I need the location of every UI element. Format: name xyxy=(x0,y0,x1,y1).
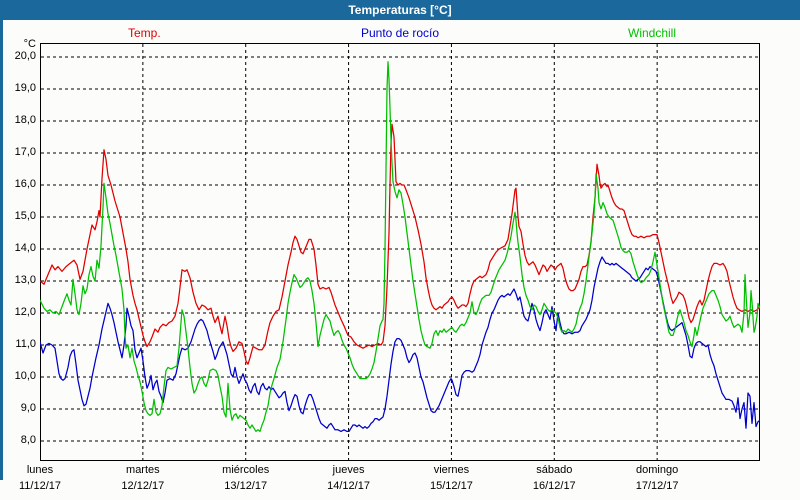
y-tick-label: 10,0 xyxy=(14,370,36,382)
window-border-bottom xyxy=(0,0,800,4)
window-border-right xyxy=(0,0,3,480)
day-date-label: 16/12/17 xyxy=(532,480,576,492)
y-tick-label: 9,0 xyxy=(20,402,36,414)
day-date-label: 11/12/17 xyxy=(18,480,61,492)
day-name-label: jueves xyxy=(332,464,365,476)
series-line-2 xyxy=(40,61,760,433)
y-tick-label: 15,0 xyxy=(14,210,36,222)
y-tick-label: 18,0 xyxy=(14,114,36,126)
day-name-label: domingo xyxy=(636,464,679,476)
plot-area xyxy=(40,43,760,461)
series-line-0 xyxy=(40,123,760,365)
y-tick-label: 14,0 xyxy=(14,242,36,254)
day-name-label: miércoles xyxy=(222,464,270,476)
series-line-1 xyxy=(40,256,760,433)
y-tick-label: 12,0 xyxy=(14,306,36,318)
day-name-label: viernes xyxy=(433,464,470,476)
day-date-label: 15/12/17 xyxy=(430,480,473,492)
day-name-label: martes xyxy=(126,464,160,476)
day-name-label: sábado xyxy=(536,464,573,476)
y-axis-unit-label: °C xyxy=(23,38,36,50)
legend-temp: Temp. xyxy=(128,26,161,40)
legend-dew-point: Punto de rocío xyxy=(360,26,440,40)
y-tick-label: 17,0 xyxy=(14,146,36,158)
day-date-label: 17/12/17 xyxy=(635,480,679,492)
day-date-label: 12/12/17 xyxy=(121,480,165,492)
y-tick-label: 11,0 xyxy=(15,338,36,350)
y-tick-label: 8,0 xyxy=(20,434,36,446)
plot-border xyxy=(40,43,760,461)
title-bar: Temperaturas [°C] xyxy=(0,0,800,20)
y-tick-label: 13,0 xyxy=(14,274,36,286)
y-tick-label: 20,0 xyxy=(14,50,36,62)
y-tick-label: 19,0 xyxy=(14,82,36,94)
legend-windchill: Windchill xyxy=(628,26,677,40)
day-name-label: lunes xyxy=(26,464,54,476)
y-tick-label: 16,0 xyxy=(14,178,36,190)
day-date-label: 13/12/17 xyxy=(224,480,268,492)
day-date-label: 14/12/17 xyxy=(327,480,370,492)
window-title: Temperaturas [°C] xyxy=(348,3,452,17)
